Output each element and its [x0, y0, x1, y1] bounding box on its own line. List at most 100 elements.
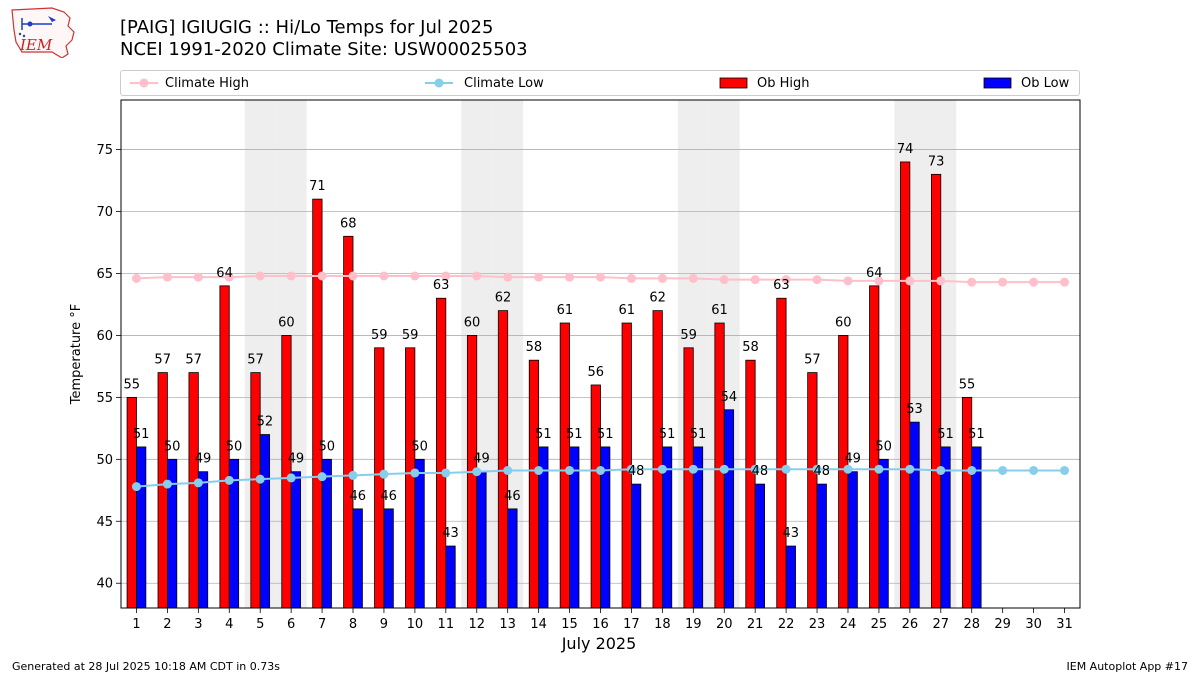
ob-high-label: 57 — [247, 353, 264, 368]
climate-high-point — [131, 273, 141, 283]
footer-app-text: IEM Autoplot App #17 — [1066, 660, 1189, 673]
climate-low-point — [348, 470, 358, 480]
ob-low-label: 52 — [257, 415, 274, 430]
legend-label-climate-low: Climate Low — [464, 75, 544, 91]
ob-high-label: 63 — [433, 278, 450, 293]
ob-high-label: 63 — [773, 278, 790, 293]
ob-low-label: 51 — [968, 427, 985, 442]
climate-high-point — [936, 276, 946, 286]
climate-high-point — [688, 273, 698, 283]
ob-high-label: 59 — [680, 328, 697, 343]
ob-high-bar — [900, 161, 911, 609]
ob-high-label: 57 — [804, 353, 821, 368]
ob-high-bar — [528, 359, 540, 609]
climate-high-point — [781, 275, 791, 285]
ob-low-label: 43 — [442, 526, 459, 541]
ob-high-bar — [405, 347, 416, 609]
ob-high-bar — [436, 297, 447, 609]
ob-high-label: 60 — [835, 315, 852, 330]
ob-low-swatch-icon — [983, 77, 1012, 89]
y-tick-label: 50 — [96, 453, 113, 468]
ob-low-bar — [878, 458, 889, 609]
ob-high-label: 57 — [154, 353, 171, 368]
ob-high-label: 61 — [711, 303, 728, 318]
ob-high-label: 60 — [278, 315, 295, 330]
ob-high-label: 60 — [464, 315, 481, 330]
climate-low-point — [131, 482, 141, 492]
ob-low-label: 49 — [844, 452, 861, 467]
x-tick-label: 29 — [994, 617, 1011, 632]
ob-high-label: 62 — [649, 291, 666, 306]
x-tick-label: 22 — [778, 617, 795, 632]
ob-high-label: 71 — [309, 179, 326, 194]
legend-item-ob-high: Ob High — [719, 71, 810, 95]
logo-text: IEM — [19, 36, 53, 54]
x-tick-label: 16 — [592, 617, 609, 632]
x-tick-label: 21 — [747, 617, 764, 632]
chart-title: [PAIG] IGIUGIG :: Hi/Lo Temps for Jul 20… — [120, 17, 494, 38]
ob-low-bar — [909, 421, 920, 609]
ob-low-label: 51 — [133, 427, 150, 442]
ob-low-label: 51 — [690, 427, 707, 442]
ob-low-bar — [290, 471, 301, 609]
y-tick-label: 60 — [96, 329, 113, 344]
ob-low-bar — [723, 409, 735, 609]
y-axis-label: Temperature °F — [69, 304, 84, 405]
ob-high-label: 64 — [216, 266, 233, 281]
ob-low-label: 50 — [411, 439, 428, 454]
x-tick-label: 28 — [963, 617, 980, 632]
climate-low-point — [657, 464, 667, 474]
x-tick-label: 6 — [287, 617, 295, 632]
ob-low-label: 50 — [875, 439, 892, 454]
climate-low-point — [719, 464, 729, 474]
climate-low-point — [936, 465, 946, 475]
x-tick-label: 18 — [654, 617, 671, 632]
climate-low-point — [998, 465, 1008, 475]
ob-high-bar — [745, 359, 756, 609]
climate-low-point — [503, 465, 513, 475]
ob-high-label: 73 — [928, 154, 945, 169]
x-tick-label: 26 — [902, 617, 919, 632]
y-tick-label: 45 — [96, 515, 113, 530]
climate-low-point — [688, 464, 698, 474]
ob-low-bar — [197, 471, 209, 609]
ob-low-label: 53 — [906, 402, 923, 417]
ob-low-label: 49 — [473, 452, 490, 467]
climate-low-point — [224, 475, 234, 485]
climate-high-point — [1029, 277, 1039, 287]
ob-low-label: 51 — [937, 427, 954, 442]
legend-item-climate-low: Climate Low — [424, 71, 544, 95]
ob-high-label: 61 — [557, 303, 574, 318]
ob-high-label: 64 — [866, 266, 883, 281]
ob-low-bar — [507, 508, 518, 609]
x-tick-label: 12 — [468, 617, 485, 632]
ob-low-label: 46 — [504, 489, 521, 504]
climate-high-point — [812, 275, 822, 285]
ob-high-bar — [312, 198, 323, 609]
climate-high-line-icon — [130, 78, 158, 88]
x-tick-label: 31 — [1056, 617, 1073, 632]
x-tick-label: 17 — [623, 617, 640, 632]
ob-high-label: 61 — [618, 303, 635, 318]
climate-high-point — [286, 271, 296, 281]
climate-high-point — [719, 275, 729, 285]
climate-low-point — [750, 464, 760, 474]
climate-low-point — [626, 464, 636, 474]
ob-high-bar — [683, 347, 694, 609]
ob-low-bar — [847, 471, 858, 609]
y-tick-label: 75 — [96, 143, 113, 158]
ob-high-bar — [930, 173, 942, 609]
ob-high-bar — [776, 297, 787, 609]
climate-low-line-icon — [425, 78, 453, 88]
ob-low-bar — [476, 471, 487, 609]
iem-logo: IEM — [11, 7, 75, 58]
climate-low-point — [812, 464, 822, 474]
x-tick-label: 2 — [163, 617, 171, 632]
climate-low-point — [379, 469, 389, 479]
ob-high-label: 56 — [588, 365, 605, 380]
ob-low-label: 49 — [195, 452, 212, 467]
climate-high-point — [410, 271, 420, 281]
climate-high-point — [472, 271, 482, 281]
x-tick-label: 14 — [530, 617, 547, 632]
x-tick-label: 20 — [716, 617, 733, 632]
